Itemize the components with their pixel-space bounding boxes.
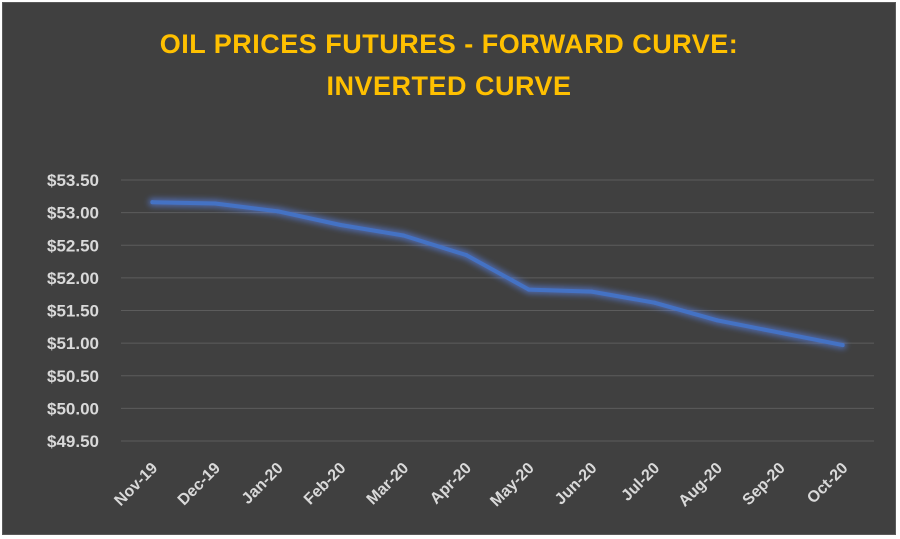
series-layer	[150, 200, 844, 347]
data-point	[527, 288, 531, 292]
series-line	[152, 202, 842, 345]
x-tick-label: Nov-19	[111, 460, 161, 510]
data-point	[841, 343, 845, 347]
data-point	[213, 201, 217, 205]
data-point	[715, 318, 719, 322]
gridlines	[121, 180, 874, 441]
y-tick-label: $49.50	[47, 432, 99, 451]
y-axis-tick-labels: $49.50 $50.00 $50.50 $51.00 $51.50 $52.00 $52.…	[47, 171, 99, 451]
data-point	[276, 209, 280, 213]
x-tick-label: Jan-20	[239, 460, 287, 508]
y-tick-label: $52.00	[47, 269, 99, 288]
x-tick-label: Dec-19	[175, 460, 224, 509]
x-tick-label: Apr-20	[427, 460, 475, 508]
data-point	[590, 290, 594, 294]
x-tick-label: Oct-20	[804, 460, 851, 507]
y-tick-label: $51.00	[47, 334, 99, 353]
x-tick-label: Sep-20	[740, 460, 789, 509]
y-tick-label: $50.00	[47, 399, 99, 418]
data-point	[150, 200, 154, 204]
y-tick-label: $52.50	[47, 236, 99, 255]
line-chart-plot: $49.50 $50.00 $50.50 $51.00 $51.50 $52.00 $52.…	[3, 3, 897, 536]
data-point	[464, 253, 468, 257]
data-point	[778, 331, 782, 335]
x-tick-label: Jul-20	[618, 460, 663, 505]
y-tick-label: $50.50	[47, 367, 99, 386]
x-tick-label: Mar-20	[364, 460, 413, 509]
data-point	[339, 223, 343, 227]
data-point	[401, 233, 405, 237]
data-point	[652, 301, 656, 305]
y-tick-label: $53.50	[47, 171, 99, 190]
x-tick-label: Jun-20	[552, 460, 601, 509]
x-axis-tick-labels: Nov-19 Dec-19 Jan-20 Feb-20 Mar-20 Apr-20 May-…	[111, 460, 851, 510]
y-tick-label: $51.50	[47, 302, 99, 321]
y-tick-label: $53.00	[47, 204, 99, 223]
x-tick-label: May-20	[487, 460, 537, 510]
x-tick-label: Feb-20	[301, 460, 350, 509]
x-tick-label: Aug-20	[676, 460, 726, 510]
